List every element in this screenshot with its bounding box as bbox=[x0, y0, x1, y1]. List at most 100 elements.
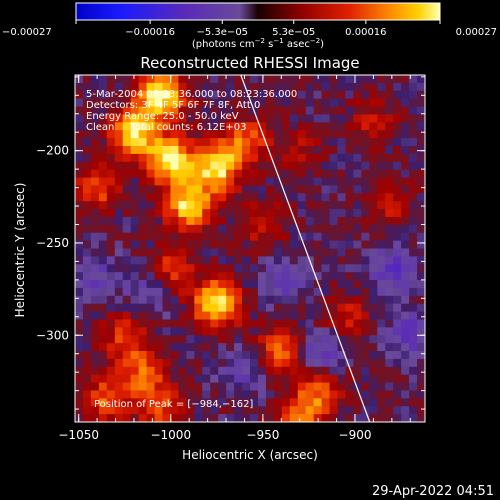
heat-cell bbox=[154, 98, 164, 108]
heat-cell bbox=[75, 138, 84, 147]
heat-cell bbox=[242, 303, 251, 313]
colorbar-label: (photons cm−2 s−1 asec−2) bbox=[192, 37, 324, 50]
heat-cell bbox=[337, 106, 347, 116]
heat-cell bbox=[98, 138, 108, 147]
heat-cell bbox=[385, 287, 394, 297]
heat-cell bbox=[417, 406, 425, 415]
heat-cell bbox=[186, 398, 195, 407]
heat-cell bbox=[377, 303, 386, 313]
heat-cell bbox=[329, 177, 339, 187]
heat-cell bbox=[385, 358, 394, 368]
heat-cell bbox=[377, 138, 386, 147]
heat-cell bbox=[273, 248, 283, 257]
heat-cell bbox=[409, 177, 418, 187]
heat-cell bbox=[257, 161, 267, 171]
heat-cell bbox=[305, 382, 315, 392]
heat-cell bbox=[361, 248, 370, 257]
heat-cell bbox=[329, 161, 339, 171]
heat-cell bbox=[289, 327, 299, 336]
heat-cell bbox=[138, 327, 148, 336]
heat-cell bbox=[210, 264, 219, 273]
heat-cell bbox=[417, 82, 425, 92]
heat-cell bbox=[194, 390, 203, 399]
heat-cell bbox=[385, 240, 394, 250]
heat-cell bbox=[369, 366, 378, 376]
heat-cell bbox=[345, 90, 354, 100]
heat-cell bbox=[114, 82, 124, 92]
heat-cell bbox=[154, 130, 164, 139]
heat-cell bbox=[178, 390, 187, 399]
heat-cell bbox=[210, 98, 219, 108]
heat-cell bbox=[273, 343, 283, 352]
heat-cell bbox=[178, 248, 187, 257]
heat-cell bbox=[313, 90, 323, 100]
heat-cell bbox=[154, 295, 164, 305]
heat-cell bbox=[194, 414, 203, 422]
heat-cell bbox=[122, 106, 132, 116]
heat-cell bbox=[265, 232, 275, 242]
heat-cell bbox=[401, 327, 410, 336]
heat-cell bbox=[234, 343, 243, 352]
heat-cell bbox=[122, 82, 132, 92]
heat-cell bbox=[257, 256, 267, 265]
heat-cell bbox=[82, 366, 92, 376]
heat-cell bbox=[297, 390, 307, 399]
heat-cell bbox=[130, 185, 140, 194]
heat-cell bbox=[106, 311, 116, 321]
heat-cell bbox=[385, 153, 394, 163]
heat-cell bbox=[385, 209, 394, 218]
heat-cell bbox=[281, 280, 291, 289]
heat-cell bbox=[297, 287, 307, 297]
heat-cell bbox=[202, 75, 211, 84]
heat-cell bbox=[234, 114, 243, 123]
heat-cell bbox=[265, 280, 275, 289]
heat-cell bbox=[130, 366, 140, 376]
heat-cell bbox=[401, 406, 410, 415]
heat-cell bbox=[409, 201, 418, 210]
heat-cell bbox=[178, 280, 187, 289]
heat-cell bbox=[401, 169, 410, 179]
heat-cell bbox=[377, 311, 386, 321]
heat-cell bbox=[297, 398, 307, 407]
annotation-energy: Energy Range: 25.0 - 50.0 keV bbox=[86, 111, 239, 122]
heat-cell bbox=[369, 303, 378, 313]
heat-cell bbox=[130, 130, 140, 139]
heat-cell bbox=[146, 169, 156, 179]
heat-cell bbox=[106, 90, 116, 100]
heat-cell bbox=[130, 153, 140, 163]
heat-cell bbox=[273, 130, 283, 139]
heat-cell bbox=[265, 398, 275, 407]
plot-frame bbox=[74, 74, 426, 423]
heat-cell bbox=[401, 264, 410, 273]
heat-cell bbox=[321, 240, 331, 250]
heat-cell bbox=[90, 256, 100, 265]
heat-cell bbox=[138, 193, 148, 202]
heat-cell bbox=[90, 122, 100, 131]
heat-cell bbox=[202, 343, 211, 352]
heat-cell bbox=[417, 248, 425, 257]
heat-cell bbox=[401, 193, 410, 202]
heat-cell bbox=[170, 248, 179, 257]
heat-cell bbox=[289, 232, 299, 242]
heat-cell bbox=[234, 201, 243, 210]
heat-cell bbox=[234, 98, 243, 108]
heat-cell bbox=[122, 319, 132, 328]
heat-cell bbox=[337, 248, 347, 257]
heat-cell bbox=[257, 216, 267, 226]
heat-cell bbox=[98, 122, 108, 131]
heat-cell bbox=[361, 201, 370, 210]
heat-cell bbox=[242, 240, 251, 250]
heat-cell bbox=[257, 201, 267, 210]
heat-cell bbox=[321, 295, 331, 305]
heat-cell bbox=[337, 264, 347, 273]
heat-cell bbox=[138, 319, 148, 328]
heat-cell bbox=[226, 390, 235, 399]
heat-cell bbox=[305, 169, 315, 179]
heat-cell bbox=[345, 114, 354, 123]
heat-cell bbox=[361, 82, 370, 92]
heat-cell bbox=[226, 256, 235, 265]
heat-cell bbox=[226, 382, 235, 392]
heat-cell bbox=[178, 358, 187, 368]
heat-cell bbox=[90, 138, 100, 147]
heat-cell bbox=[146, 177, 156, 187]
